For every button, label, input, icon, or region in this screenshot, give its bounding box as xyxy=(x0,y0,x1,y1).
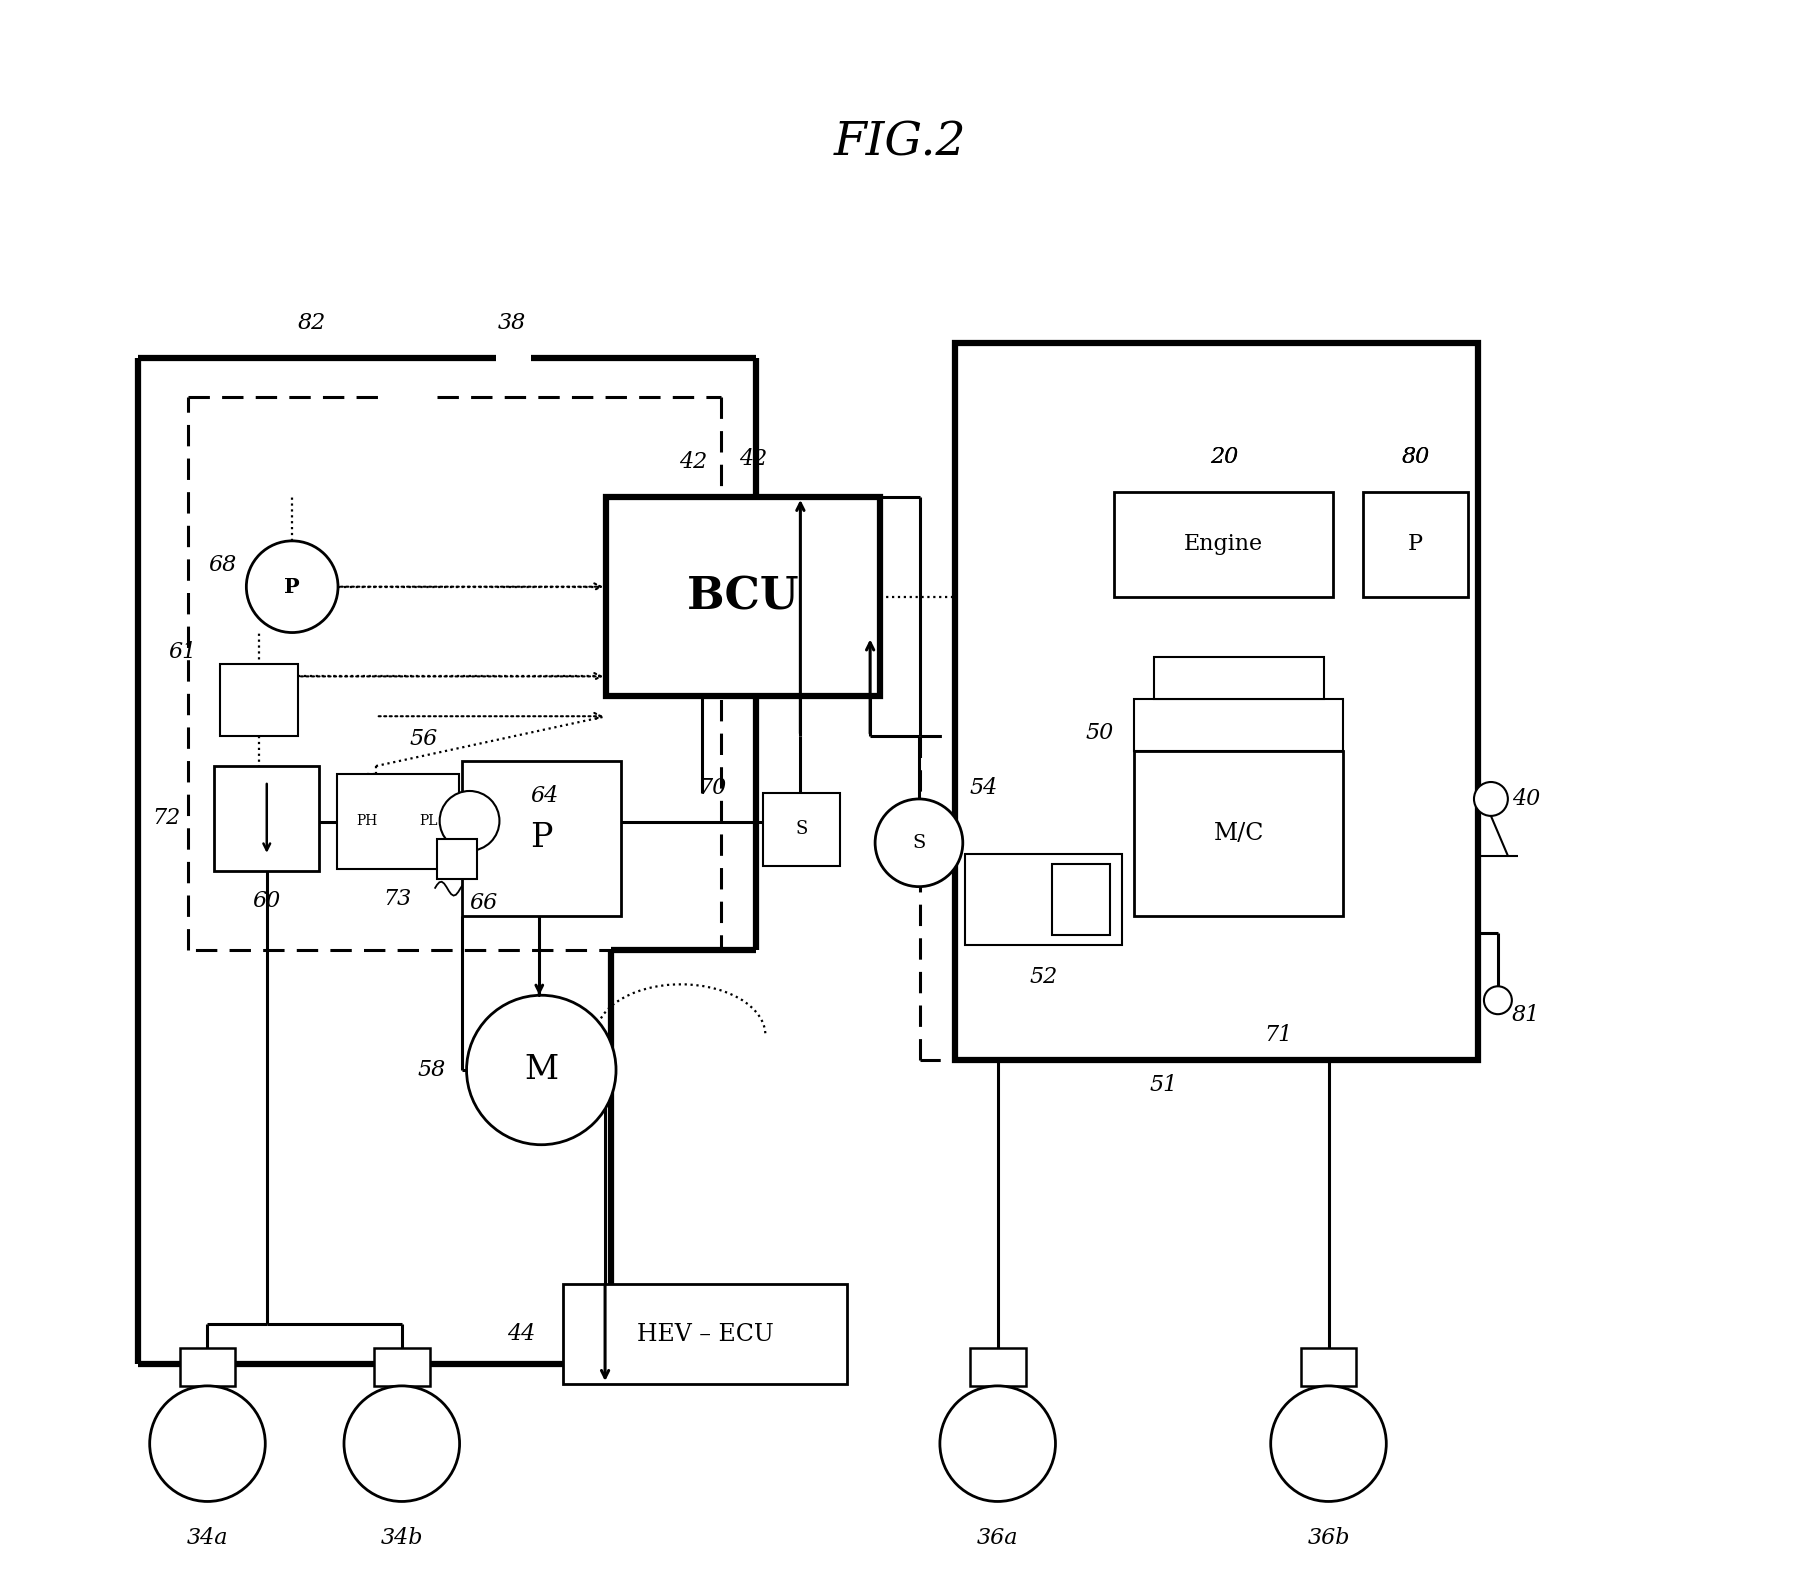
Text: 38: 38 xyxy=(496,311,525,333)
Text: 64: 64 xyxy=(531,786,558,807)
Circle shape xyxy=(875,800,962,886)
Text: 44: 44 xyxy=(507,1323,536,1345)
Text: 42: 42 xyxy=(680,451,707,473)
Bar xyxy=(763,793,841,866)
Text: P: P xyxy=(284,577,301,597)
Circle shape xyxy=(466,996,616,1145)
Text: HEV – ECU: HEV – ECU xyxy=(636,1323,774,1345)
Text: 34b: 34b xyxy=(381,1527,422,1549)
Bar xyxy=(1134,751,1343,916)
Text: BCU: BCU xyxy=(687,575,799,617)
Bar xyxy=(437,839,477,878)
Text: 51: 51 xyxy=(1151,1075,1178,1097)
Text: Engine: Engine xyxy=(1185,534,1263,556)
Text: M/C: M/C xyxy=(1214,822,1265,845)
Text: FIG.2: FIG.2 xyxy=(834,121,966,167)
Bar xyxy=(337,775,458,869)
Bar xyxy=(462,760,622,916)
Bar xyxy=(1134,699,1343,751)
Bar xyxy=(964,853,1122,946)
Text: 52: 52 xyxy=(1029,966,1058,988)
Text: 40: 40 xyxy=(1511,789,1540,811)
Text: 61: 61 xyxy=(169,641,198,663)
Text: 50: 50 xyxy=(1085,723,1113,745)
Text: S: S xyxy=(795,820,808,839)
Text: PL: PL xyxy=(419,814,439,828)
Text: 58: 58 xyxy=(417,1059,446,1081)
Bar xyxy=(969,1348,1026,1386)
Bar xyxy=(1301,1348,1357,1386)
Circle shape xyxy=(150,1386,265,1502)
Text: 81: 81 xyxy=(1511,1004,1540,1026)
Text: 36b: 36b xyxy=(1306,1527,1350,1549)
Bar xyxy=(1154,657,1323,699)
Text: 20: 20 xyxy=(1210,446,1238,468)
Circle shape xyxy=(940,1386,1055,1502)
Text: P: P xyxy=(531,822,553,855)
Circle shape xyxy=(1484,987,1511,1015)
Text: 54: 54 xyxy=(969,778,998,800)
Text: M: M xyxy=(524,1054,558,1086)
Bar xyxy=(373,1348,429,1386)
Text: PH: PH xyxy=(357,814,377,828)
Text: 80: 80 xyxy=(1401,446,1430,468)
Bar xyxy=(564,1284,848,1384)
Bar xyxy=(605,496,881,696)
Text: 80: 80 xyxy=(1401,446,1430,468)
Bar xyxy=(221,665,299,737)
Text: 56: 56 xyxy=(410,729,439,751)
Bar xyxy=(1114,492,1334,597)
Circle shape xyxy=(1473,782,1508,815)
Bar xyxy=(179,1348,236,1386)
Circle shape xyxy=(440,790,500,851)
Text: P: P xyxy=(1408,534,1422,556)
Text: 72: 72 xyxy=(152,807,181,829)
Bar xyxy=(1053,864,1111,935)
Text: 36a: 36a xyxy=(977,1527,1018,1549)
Text: 42: 42 xyxy=(739,448,766,470)
Circle shape xyxy=(1270,1386,1386,1502)
Text: 73: 73 xyxy=(384,888,411,910)
Text: 20: 20 xyxy=(1210,446,1238,468)
Circle shape xyxy=(344,1386,460,1502)
Text: 60: 60 xyxy=(252,889,281,911)
Text: S: S xyxy=(911,834,926,851)
Text: 68: 68 xyxy=(208,555,237,577)
Text: 82: 82 xyxy=(297,311,326,333)
Text: 66: 66 xyxy=(469,892,498,914)
Circle shape xyxy=(246,540,339,633)
Bar xyxy=(955,342,1479,1060)
Text: 71: 71 xyxy=(1265,1024,1292,1046)
Bar xyxy=(214,767,319,870)
Text: 34a: 34a xyxy=(187,1527,228,1549)
Text: 70: 70 xyxy=(699,778,727,800)
Bar xyxy=(1363,492,1468,597)
